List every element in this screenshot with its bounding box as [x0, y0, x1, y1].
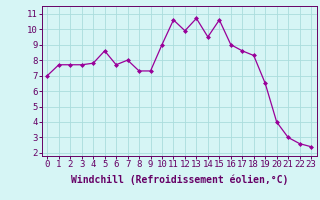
X-axis label: Windchill (Refroidissement éolien,°C): Windchill (Refroidissement éolien,°C) — [70, 175, 288, 185]
